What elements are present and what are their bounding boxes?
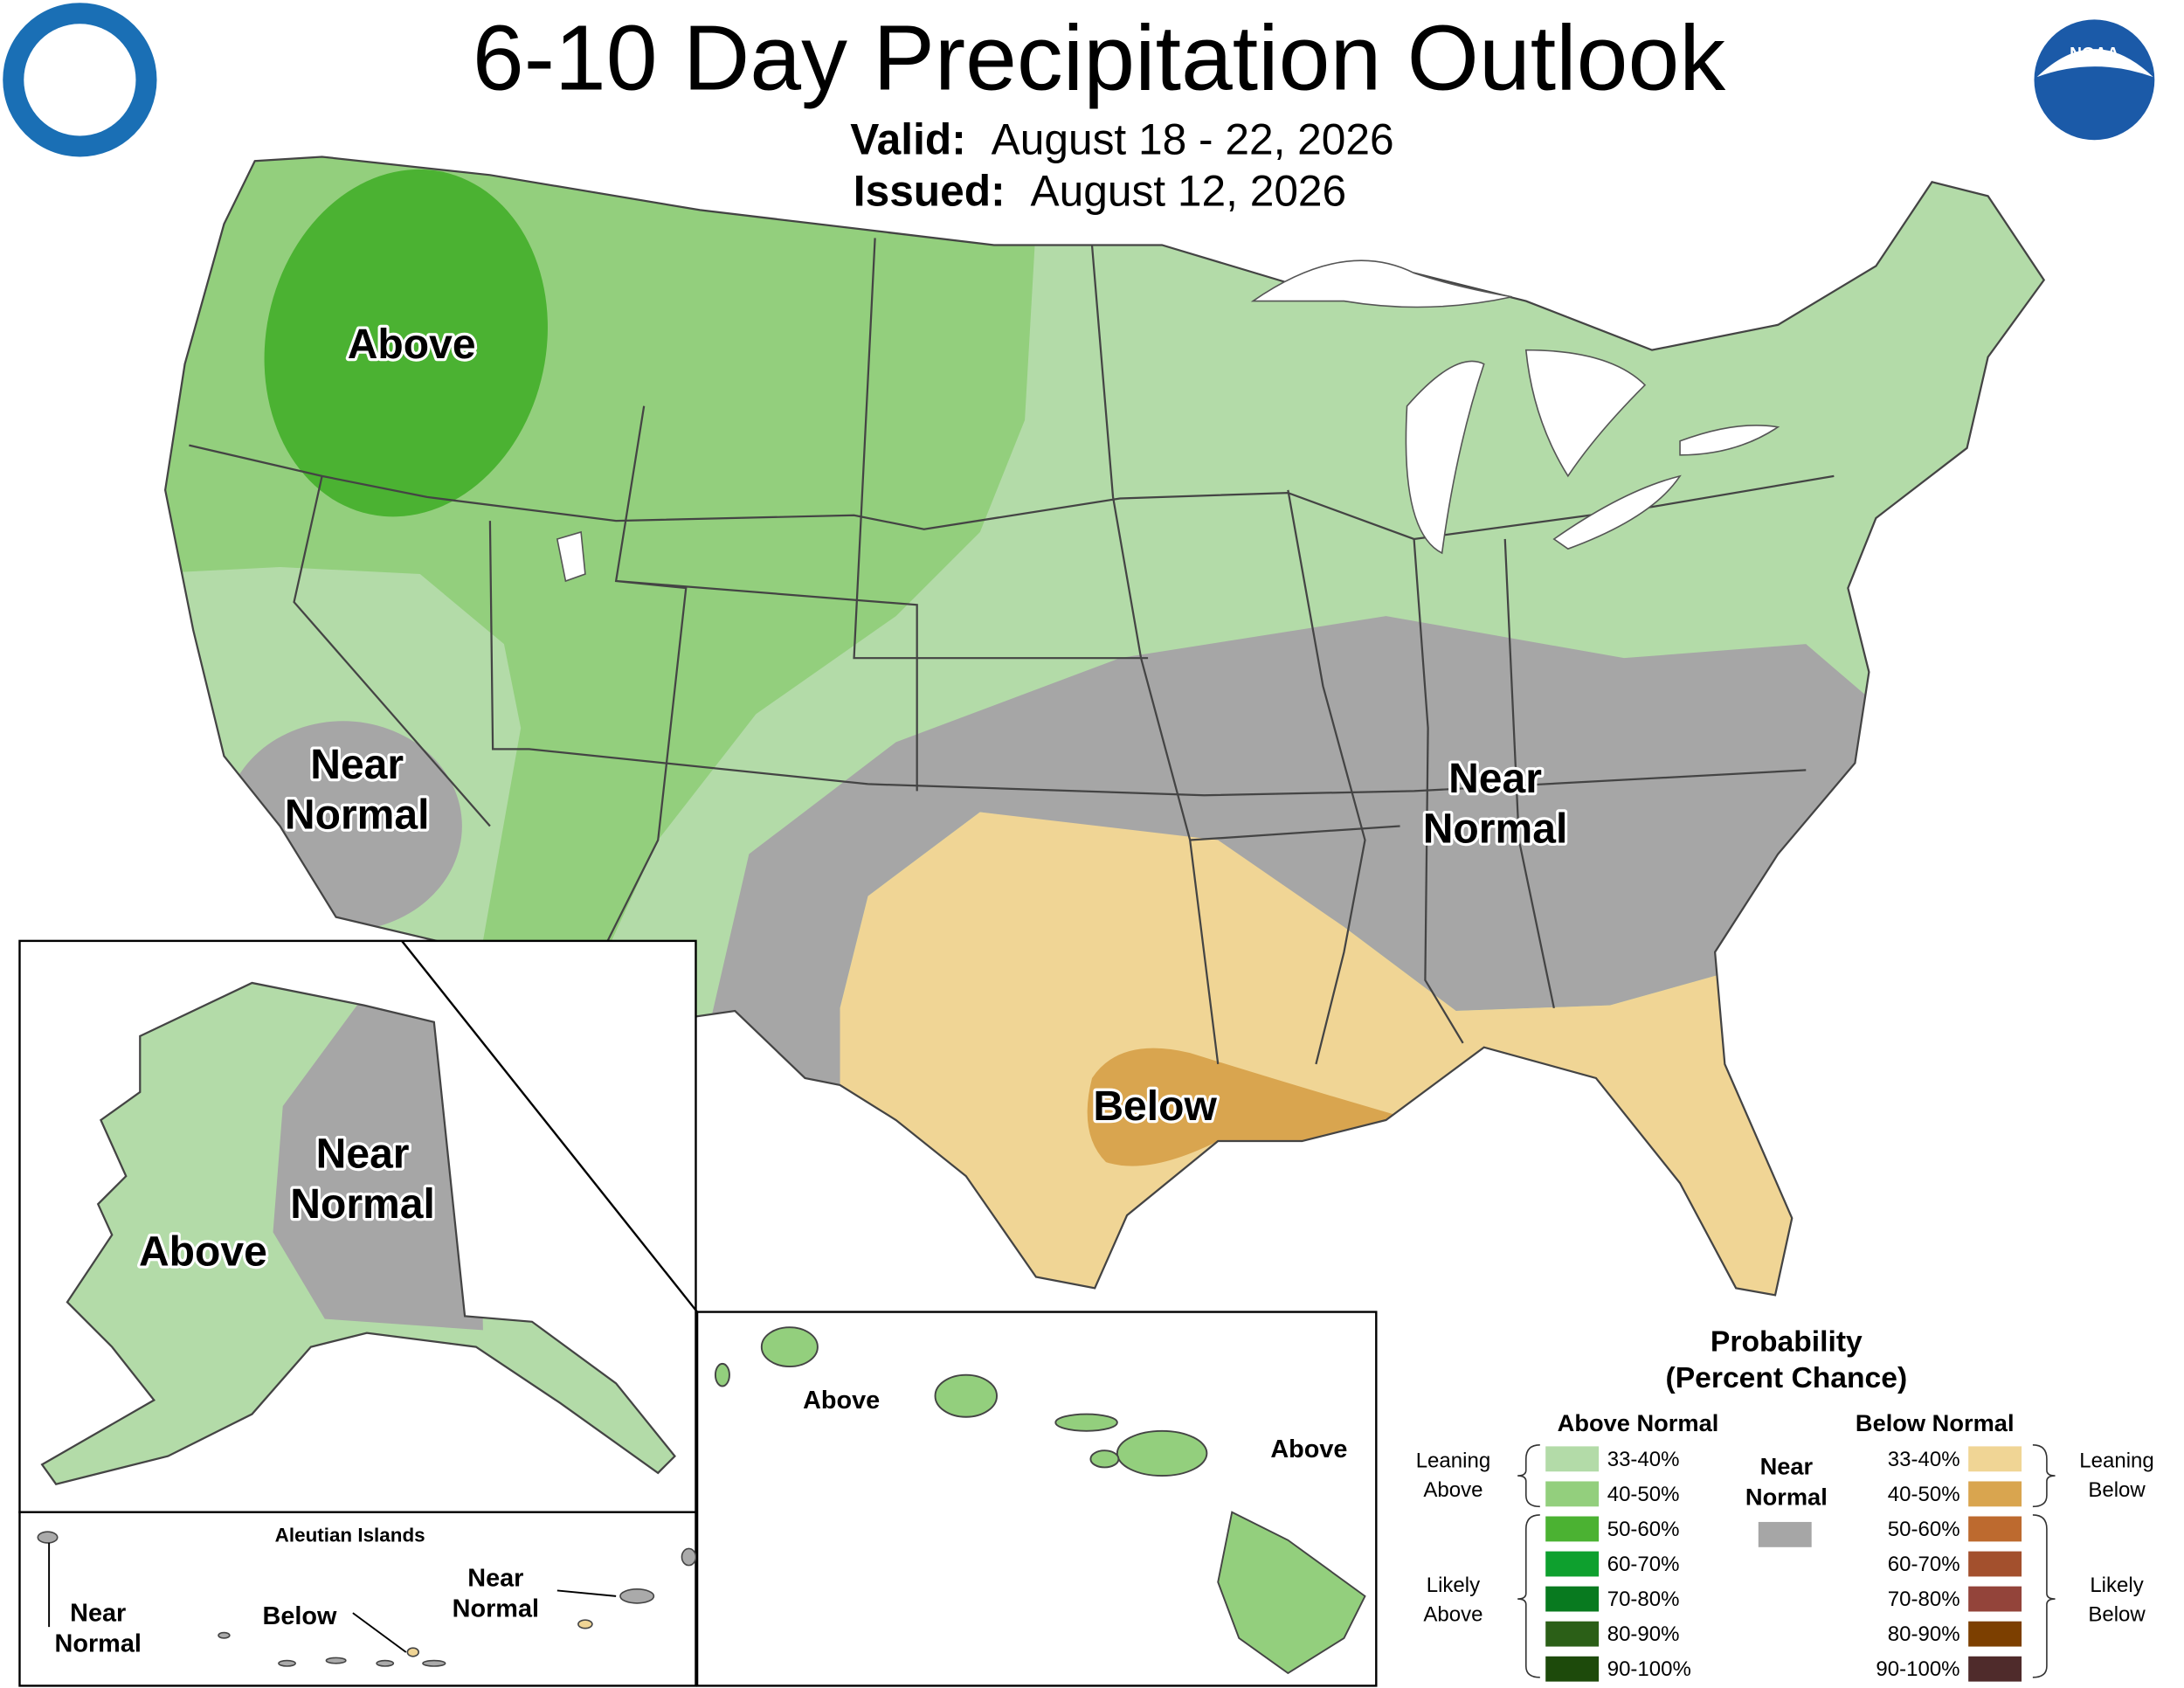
- legend-leaning-above-line: Above: [1423, 1478, 1482, 1502]
- legend-label: 40-50%: [1607, 1483, 1680, 1506]
- region-ak-near-normal: [273, 982, 483, 1331]
- region-above-50: [264, 169, 548, 517]
- legend-swatch: [1545, 1656, 1600, 1682]
- legend-label: 50-60%: [1888, 1518, 1960, 1541]
- legend-swatch: [1968, 1586, 2022, 1612]
- legend-label: 90-100%: [1876, 1657, 1959, 1681]
- region-label-line: Normal: [1423, 806, 1568, 853]
- legend-label: 50-60%: [1607, 1518, 1680, 1541]
- region-label: Below: [263, 1602, 337, 1630]
- region-label: Above: [803, 1387, 880, 1415]
- region-label-line: Normal: [453, 1595, 539, 1622]
- legend-likely-above-line: Likely: [1427, 1574, 1480, 1597]
- legend-braces: [1517, 1444, 2056, 1678]
- aleutian-title: Aleutian Islands: [275, 1524, 425, 1546]
- valid-date: August 18 - 22, 2026: [992, 114, 1394, 163]
- below-header: Below Normal: [1856, 1409, 2015, 1436]
- legend-swatch: [1545, 1446, 1600, 1472]
- legend-swatch-near-normal: [1758, 1521, 1812, 1547]
- legend-label: 33-40%: [1607, 1448, 1680, 1471]
- legend-swatch: [1545, 1586, 1600, 1612]
- region-label-line: Above: [1270, 1435, 1347, 1463]
- legend-swatch: [1968, 1446, 2022, 1472]
- legend-swatch: [1545, 1621, 1600, 1647]
- legend-likely-below-line: Below: [2088, 1603, 2146, 1627]
- legend-swatch: [1968, 1481, 2022, 1507]
- valid-label: Valid:: [850, 114, 965, 163]
- inset-connector: [401, 940, 699, 1313]
- title: 6-10 Day Precipitation Outlook: [473, 7, 1726, 110]
- region-label-line: Normal: [55, 1629, 142, 1657]
- legend-leaning-below-line: Leaning: [2079, 1449, 2153, 1472]
- region-label: Near Normal: [453, 1565, 539, 1623]
- above-header: Above Normal: [1558, 1409, 1719, 1436]
- legend-label: 60-70%: [1888, 1553, 1960, 1576]
- noaa-logo: [2034, 19, 2155, 141]
- legend-likely-below: Likely Below: [2088, 1574, 2146, 1627]
- region-label-line: Near: [70, 1600, 126, 1628]
- legend-title: Probability: [1711, 1325, 1863, 1358]
- legend-near-normal: Near Normal: [1745, 1452, 1828, 1510]
- legend-subtitle: (Percent Chance): [1666, 1362, 1908, 1394]
- region-label-line: Above: [139, 1228, 267, 1276]
- issued-label: Issued:: [854, 167, 1006, 216]
- region-label: Near Normal: [285, 741, 430, 839]
- legend-label: 80-90%: [1607, 1622, 1680, 1646]
- legend-swatch: [1545, 1516, 1600, 1542]
- commerce-seal-inner: [24, 24, 136, 136]
- legend-label: 90-100%: [1607, 1657, 1691, 1681]
- region-label-line: Near: [467, 1565, 523, 1593]
- issued-date: August 12, 2026: [1030, 167, 1346, 216]
- state-borders: [189, 238, 1835, 1065]
- legend-swatch: [1968, 1656, 2022, 1682]
- region-label-line: Normal: [290, 1180, 435, 1228]
- legend-label: 60-70%: [1607, 1553, 1680, 1576]
- legend-swatch: [1968, 1551, 2022, 1577]
- region-label: Above: [139, 1228, 267, 1276]
- region-label: Below: [1093, 1083, 1217, 1130]
- legend-label: 70-80%: [1607, 1588, 1680, 1611]
- noaa-logo-gull: [2036, 49, 2153, 78]
- region-near-normal: [707, 616, 1904, 1149]
- noaa-logo-text: NOAA: [2070, 45, 2119, 63]
- aleutian-inset: [18, 1511, 697, 1687]
- region-label: Near Normal: [55, 1600, 142, 1658]
- region-label-line: Below: [263, 1602, 337, 1630]
- legend-swatch: [1968, 1621, 2022, 1647]
- legend-likely-below-line: Likely: [2090, 1574, 2143, 1597]
- aleutian-islands: [37, 1531, 697, 1667]
- region-label-line: Normal: [285, 792, 430, 839]
- legend: Probability (Percent Chance) Above Norma…: [1416, 1325, 2154, 1682]
- region-label-line: Above: [348, 321, 476, 368]
- hawaii-islands: [714, 1326, 1366, 1675]
- region-label-line: Above: [803, 1387, 880, 1415]
- legend-near-normal-line: Normal: [1745, 1484, 1828, 1511]
- legend-leaning-above-line: Leaning: [1416, 1449, 1490, 1472]
- legend-likely-above-line: Above: [1423, 1603, 1482, 1627]
- legend-leaning-above: Leaning Above: [1416, 1449, 1490, 1502]
- region-label-line: Near: [316, 1131, 410, 1178]
- great-lakes: [556, 259, 1780, 583]
- region-label-line: Near: [1448, 755, 1542, 802]
- legend-leaning-below-line: Below: [2088, 1478, 2146, 1502]
- legend-leaning-below: Leaning Below: [2079, 1449, 2153, 1502]
- legend-swatch: [1545, 1551, 1600, 1577]
- region-label: Above: [348, 321, 476, 368]
- region-label-line: Below: [1093, 1083, 1217, 1130]
- legend-label: 40-50%: [1888, 1483, 1960, 1506]
- region-label: Above: [1270, 1435, 1347, 1463]
- region-label-line: Near: [310, 741, 404, 788]
- legend-near-normal-line: Near: [1760, 1452, 1814, 1479]
- legend-label: 70-80%: [1888, 1588, 1960, 1611]
- region-label: Near Normal: [1423, 755, 1568, 853]
- legend-likely-above: Likely Above: [1423, 1574, 1482, 1627]
- legend-swatch: [1968, 1516, 2022, 1542]
- legend-swatch: [1545, 1481, 1600, 1507]
- region-label: Near Normal: [290, 1131, 435, 1228]
- legend-label: 80-90%: [1888, 1622, 1960, 1646]
- legend-label: 33-40%: [1888, 1448, 1960, 1471]
